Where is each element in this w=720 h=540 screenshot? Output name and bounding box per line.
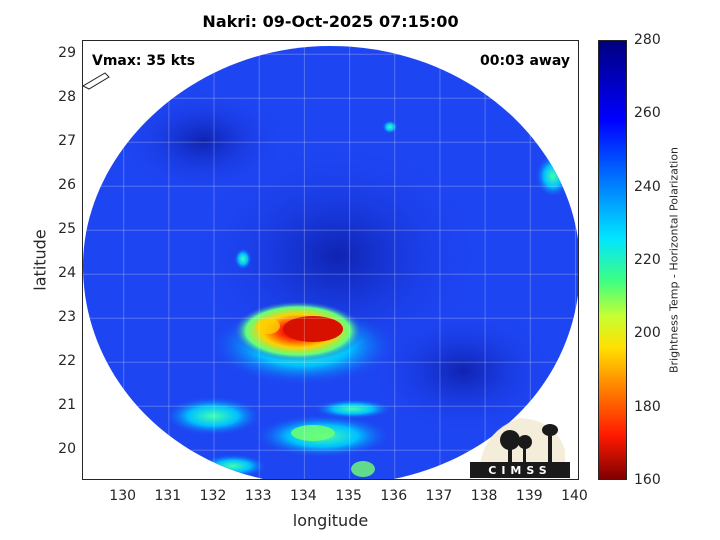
y-tick-label: 25 [58, 221, 76, 238]
plot-title: Nakri: 09-Oct-2025 07:15:00 [202, 12, 459, 31]
x-tick-label: 133 [244, 488, 272, 504]
colorbar-tick-label: 260 [634, 105, 661, 122]
colorbar-tick-label: 160 [634, 472, 661, 488]
logo-text: CIMSS [488, 464, 551, 477]
x-tick-label: 138 [470, 488, 498, 504]
x-tick-label: 135 [335, 488, 362, 504]
map-plot-area [82, 40, 579, 480]
y-tick-label: 21 [58, 397, 76, 414]
colorbar-tick-label: 220 [634, 252, 661, 268]
y-axis-label: latitude [30, 229, 50, 291]
x-tick-label: 140 [561, 488, 588, 504]
colorbar-tick-label: 240 [634, 178, 661, 195]
coastline-outline [83, 72, 110, 90]
x-tick-label: 132 [199, 488, 227, 504]
x-tick-label: 137 [425, 488, 453, 504]
colorbar [598, 40, 627, 480]
x-tick-label: 131 [154, 488, 182, 504]
colorbar-tick-label: 200 [634, 325, 661, 342]
colorbar-tick-label: 180 [634, 398, 661, 415]
x-axis-label: longitude [292, 511, 369, 530]
y-tick-label: 29 [58, 45, 76, 62]
y-tick-label: 27 [58, 133, 76, 150]
y-tick-label: 23 [58, 309, 76, 326]
y-tick-label: 20 [58, 441, 76, 458]
time-away-label: 00:03 away [480, 53, 570, 69]
y-tick-label: 26 [58, 177, 76, 194]
x-tick-label: 139 [515, 488, 543, 504]
x-tick-label: 134 [290, 488, 317, 504]
x-tick-label: 130 [109, 488, 137, 504]
y-tick-label: 24 [58, 265, 76, 282]
y-tick-label: 22 [58, 353, 76, 370]
x-tick-label: 136 [380, 488, 408, 504]
vmax-label: Vmax: 35 kts [92, 53, 196, 69]
y-tick-label: 28 [58, 89, 76, 106]
colorbar-label: Brightness Temp - Horizontal Polarizatio… [667, 147, 681, 373]
colorbar-tick-label: 280 [634, 32, 661, 48]
cimss-logo: CIMSS [470, 418, 570, 478]
satellite-swath [83, 41, 578, 479]
